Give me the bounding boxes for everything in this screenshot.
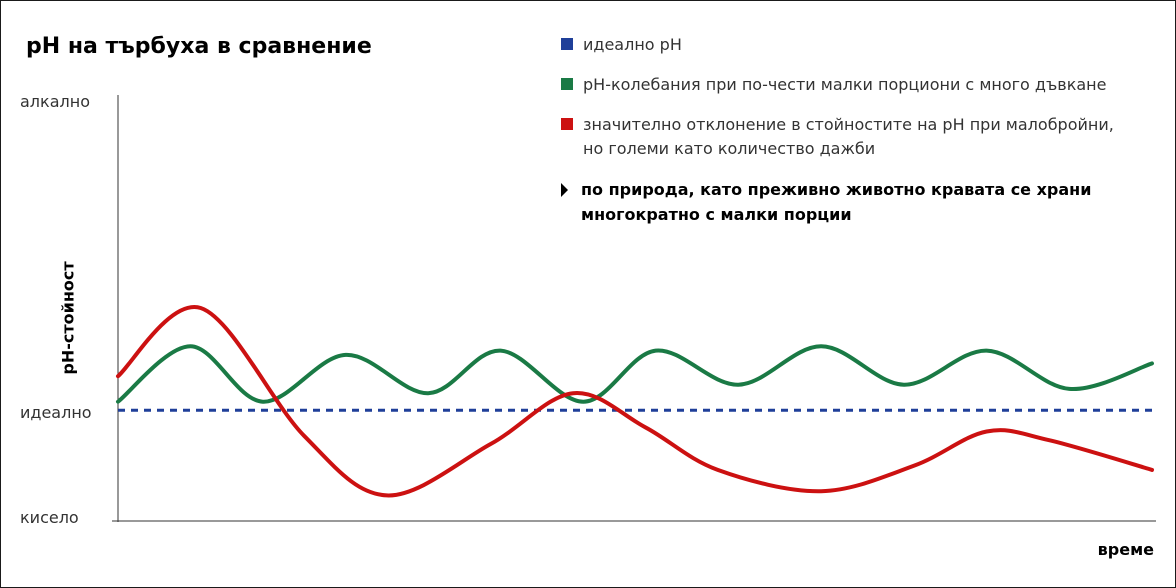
- legend-swatch-ideal: [561, 38, 573, 50]
- legend-item-deviation: значително отклонение в стойностите на p…: [561, 113, 1121, 161]
- legend-item-ideal: идеално pH: [561, 33, 1121, 57]
- legend: идеално pH pH-колебания при по-чести мал…: [561, 33, 1121, 227]
- large-ration-deviation-line: [116, 305, 1154, 498]
- legend-label-frequent: pH-колебания при по-чести малки порциони…: [583, 75, 1107, 94]
- annotation-text: по природа, като преживно животно крават…: [581, 180, 1092, 224]
- legend-label-deviation: значително отклонение в стойностите на p…: [583, 115, 1114, 158]
- y-tick-label-ideal: идеално: [20, 403, 92, 422]
- legend-swatch-deviation: [561, 118, 573, 130]
- y-tick-label-acidic: кисело: [20, 508, 79, 527]
- legend-swatch-frequent: [561, 78, 573, 90]
- triangle-right-icon: [561, 183, 568, 197]
- chart-title: pH на търбуха в сравнение: [26, 34, 372, 59]
- annotation: по природа, като преживно животно крават…: [561, 177, 1121, 227]
- y-tick-label-alkaline: алкално: [20, 92, 90, 111]
- legend-label-ideal: идеално pH: [583, 35, 682, 54]
- x-axis-title: време: [1097, 540, 1154, 559]
- legend-item-frequent: pH-колебания при по-чести малки порциони…: [561, 73, 1121, 97]
